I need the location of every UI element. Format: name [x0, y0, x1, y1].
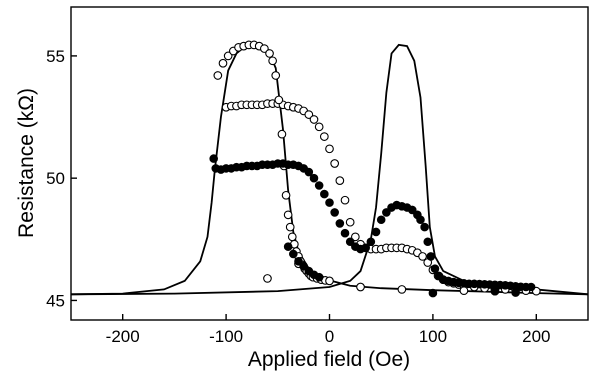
- filled-circle-point: [345, 237, 355, 247]
- open-circle-point: [271, 71, 281, 80]
- y-axis-label: Resistance (kΩ): [15, 88, 38, 238]
- open-circle-point: [268, 56, 277, 66]
- open-circle-point: [356, 282, 365, 292]
- x-tick-label: 0: [325, 327, 334, 346]
- open-circle-point: [304, 110, 314, 119]
- open-circle-point: [274, 95, 284, 105]
- field-sweep-curve-1: [71, 42, 588, 296]
- open-circle-point: [314, 122, 324, 132]
- open-circle-point: [397, 285, 407, 294]
- filled-circle-point: [420, 222, 429, 232]
- filled-circle-point: [423, 237, 433, 247]
- x-tick-label: -100: [209, 327, 243, 346]
- filled-circle-point: [320, 189, 329, 199]
- filled-circle-point: [511, 288, 520, 297]
- open-circle-point: [285, 222, 295, 232]
- filled-circle-point: [490, 286, 500, 296]
- filled-circle-point: [526, 282, 536, 292]
- filled-circle-point: [340, 228, 350, 238]
- open-circle-point: [260, 44, 269, 53]
- open-circle-point: [283, 210, 293, 220]
- open-circle-point: [351, 232, 360, 242]
- x-tick-label: 200: [522, 327, 550, 346]
- y-tick-label: 45: [46, 291, 65, 310]
- open-circle-point: [223, 51, 233, 61]
- y-axis-ticks: 45 50 55: [46, 47, 77, 310]
- open-circle-point: [281, 190, 291, 200]
- filled-circle-point: [289, 249, 298, 259]
- filled-circle-point: [426, 252, 436, 261]
- open-circle-point: [213, 71, 223, 80]
- open-circle-point: [319, 132, 329, 141]
- open-circle-point: [345, 217, 355, 227]
- filled-circle-point: [325, 198, 334, 207]
- filled-circle-point: [371, 227, 381, 237]
- field-sweep-curve-2: [71, 43, 588, 296]
- filled-circle-point: [376, 215, 386, 225]
- open-circle-point: [335, 176, 345, 185]
- filled-circle-point: [428, 288, 438, 298]
- filled-circle-point: [209, 154, 218, 163]
- open-circle-point: [309, 115, 319, 124]
- x-axis-label: Applied field (Oe): [248, 348, 410, 371]
- open-circle-point: [459, 286, 469, 296]
- open-circle-point: [330, 159, 340, 168]
- y-tick-label: 50: [46, 169, 65, 188]
- filled-circle-point: [407, 205, 417, 215]
- x-axis-ticks: -200 -100 0 100 200: [106, 314, 550, 346]
- open-circle-point: [265, 49, 274, 58]
- open-circle-point: [418, 252, 427, 261]
- open-circle-point: [287, 232, 297, 242]
- filled-circle-point: [283, 242, 293, 251]
- filled-circle-point: [366, 237, 376, 247]
- open-circle-point: [218, 58, 228, 68]
- filled-circle-point: [361, 243, 370, 253]
- open-circle-point: [340, 195, 350, 205]
- filled-circle-point: [335, 219, 345, 228]
- markers-group: [209, 40, 541, 298]
- open-circle-point: [263, 274, 272, 283]
- filled-circle-point: [330, 208, 339, 217]
- filled-circle-point: [416, 215, 425, 225]
- filled-circle-point: [294, 257, 303, 266]
- open-circle-point: [325, 144, 334, 154]
- plot-frame: [70, 6, 589, 321]
- open-circle-point: [325, 276, 334, 286]
- filled-circle-point: [314, 272, 324, 282]
- filled-circle-point: [309, 173, 319, 183]
- y-tick-label: 55: [46, 47, 65, 66]
- open-circle-point: [277, 129, 287, 139]
- filled-circle-point: [299, 261, 308, 271]
- x-tick-label: 100: [419, 327, 447, 346]
- filled-circle-point: [430, 264, 440, 273]
- curves-group: [71, 42, 588, 296]
- x-tick-label: -200: [106, 327, 140, 346]
- filled-circle-point: [382, 208, 391, 217]
- filled-circle-point: [314, 181, 324, 190]
- filled-circle-point: [304, 167, 314, 177]
